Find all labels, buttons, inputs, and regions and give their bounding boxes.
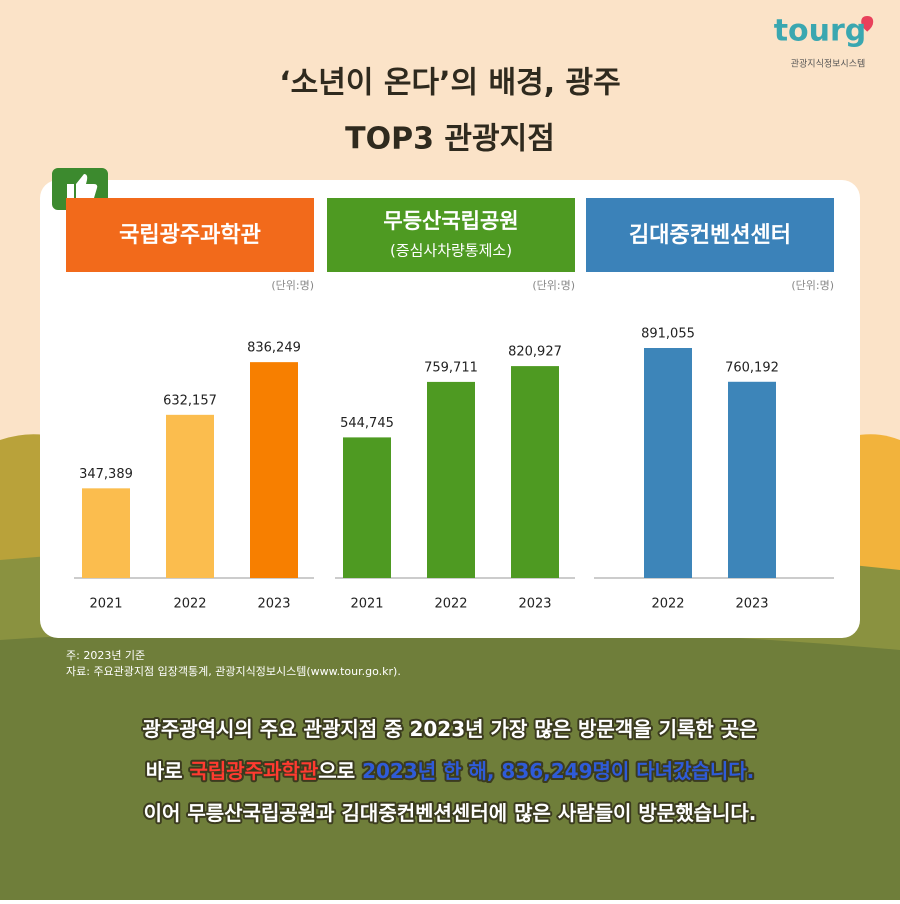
value-label: 759,711 [424, 360, 478, 375]
x-tick-label: 2023 [735, 597, 768, 612]
bar [728, 381, 776, 578]
value-label: 347,389 [79, 467, 133, 482]
value-label: 544,745 [340, 416, 394, 431]
footnote: 주: 2023년 기준 [66, 649, 145, 662]
x-tick-label: 2021 [89, 597, 122, 612]
bar [511, 366, 559, 578]
chart-subtitle: (증심사차량통제소) [390, 242, 512, 260]
bar [427, 381, 475, 578]
unit-label: (단위:명) [271, 279, 314, 292]
chart-header [327, 198, 575, 272]
logo: tourg [774, 14, 867, 49]
bar [82, 488, 130, 578]
chart-header [66, 198, 314, 272]
value-label: 836,249 [247, 341, 301, 356]
value-label: 632,157 [163, 393, 217, 408]
x-tick-label: 2022 [173, 597, 206, 612]
x-tick-label: 2022 [651, 597, 684, 612]
value-label: 760,192 [725, 360, 779, 375]
title: ‘소년이 온다’의 배경, 광주 [279, 66, 621, 101]
body-line: 바로 국립광주과학관으로 2023년 한 해, 836,249명이 다녀갔습니다… [146, 759, 755, 783]
body-text: 국립광주과학관 [189, 759, 318, 783]
chart-title: 국립광주과학관 [119, 223, 261, 248]
x-tick-label: 2023 [518, 597, 551, 612]
body-text: 바로 [146, 759, 190, 783]
chart-title: 무등산국립공원 [383, 209, 518, 233]
chart-header [586, 198, 834, 272]
bar [644, 348, 692, 578]
body-text: 2023년 한 해, 836,249명이 다녀갔습니다. [362, 759, 754, 783]
field [0, 627, 900, 900]
value-label: 891,055 [641, 327, 695, 342]
body-text: 으로 [318, 759, 362, 783]
value-label: 820,927 [508, 345, 562, 360]
unit-label: (단위:명) [791, 279, 834, 292]
bar [166, 414, 214, 578]
body-text: 광주광역시의 주요 관광지점 중 2023년 가장 많은 방문객을 기록한 곳은 [142, 717, 757, 741]
x-tick-label: 2022 [434, 597, 467, 612]
logo-caption: 관광지식정보시스템 [791, 58, 866, 70]
title: TOP3 관광지점 [345, 122, 555, 157]
chart-title: 김대중컨벤션센터 [629, 223, 791, 248]
logo-pin [861, 16, 874, 32]
bar [343, 437, 391, 578]
x-tick-label: 2023 [257, 597, 290, 612]
footnote: 자료: 주요관광지점 입장객통계, 관광지식정보시스템(www.tour.go.… [66, 665, 401, 678]
x-tick-label: 2021 [350, 597, 383, 612]
bar [250, 362, 298, 578]
unit-label: (단위:명) [532, 279, 575, 292]
body-line: 이어 무릉산국립공원과 김대중컨벤션센터에 많은 사람들이 방문했습니다. [144, 801, 757, 825]
body-text: 이어 무릉산국립공원과 김대중컨벤션센터에 많은 사람들이 방문했습니다. [144, 801, 757, 825]
body-line: 광주광역시의 주요 관광지점 중 2023년 가장 많은 방문객을 기록한 곳은 [142, 717, 757, 741]
